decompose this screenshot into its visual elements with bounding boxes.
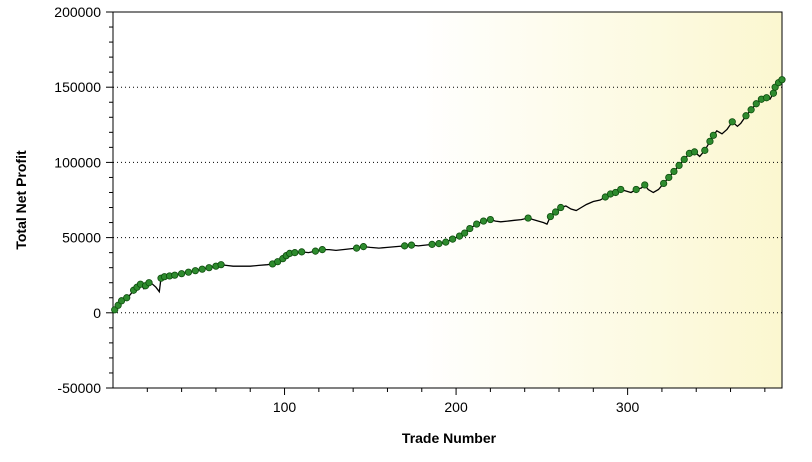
- data-point: [442, 238, 450, 246]
- data-point: [752, 100, 760, 108]
- data-point: [728, 118, 736, 126]
- data-point: [641, 181, 649, 189]
- data-point: [742, 112, 750, 120]
- data-point: [145, 279, 153, 287]
- data-point: [486, 215, 494, 224]
- data-point: [546, 212, 555, 221]
- y-tick-label: 50000: [62, 230, 101, 246]
- data-point: [123, 294, 131, 302]
- data-point: [466, 224, 474, 233]
- data-point: [690, 148, 699, 156]
- data-point: [311, 247, 320, 255]
- data-point: [184, 268, 193, 276]
- y-tick-label: 0: [93, 305, 101, 321]
- y-tick-label: -50000: [57, 380, 101, 396]
- data-point: [298, 248, 306, 256]
- data-point: [778, 76, 786, 84]
- data-point: [171, 271, 179, 279]
- data-point: [449, 235, 457, 243]
- data-point: [291, 249, 299, 257]
- data-point: [473, 220, 481, 228]
- data-point: [706, 137, 714, 145]
- data-point: [318, 246, 326, 254]
- data-point: [407, 241, 416, 249]
- data-point: [352, 244, 361, 252]
- plot-frame: [112, 11, 783, 389]
- y-tick-label: 200000: [54, 4, 101, 20]
- data-point: [680, 155, 688, 163]
- data-point: [675, 161, 683, 170]
- data-point: [632, 185, 640, 194]
- data-point: [524, 214, 532, 222]
- y-tick-label: 100000: [54, 154, 101, 170]
- data-point: [557, 203, 565, 212]
- x-axis-title: Trade Number: [402, 430, 497, 446]
- data-point: [401, 242, 409, 250]
- x-tick-label: 300: [616, 399, 640, 415]
- data-point: [762, 94, 771, 102]
- data-point: [701, 146, 709, 154]
- data-point: [479, 217, 488, 225]
- data-point: [198, 265, 206, 273]
- data-point: [551, 208, 560, 216]
- data-point: [428, 240, 436, 248]
- data-point: [747, 106, 755, 114]
- data-point: [670, 167, 678, 176]
- data-point: [178, 270, 186, 278]
- data-point: [769, 89, 778, 97]
- x-tick-label: 200: [444, 399, 468, 415]
- data-point: [191, 267, 199, 275]
- y-tick-label: 150000: [54, 79, 101, 95]
- plot-background: [113, 12, 782, 388]
- tick-labels: -50000 0 50000 100000 150000 200000 100 200 300: [54, 4, 639, 415]
- x-tick-label: 100: [273, 399, 297, 415]
- data-point: [709, 131, 717, 139]
- data-point: [217, 261, 225, 269]
- series-group: [111, 76, 786, 314]
- y-axis-title: Total Net Profit: [13, 150, 29, 250]
- data-point: [359, 243, 368, 251]
- data-point: [660, 179, 668, 188]
- data-point: [435, 240, 443, 248]
- data-point: [665, 173, 673, 182]
- data-point: [617, 185, 625, 194]
- data-point: [461, 229, 469, 237]
- data-point: [205, 264, 213, 272]
- axes: [106, 11, 783, 395]
